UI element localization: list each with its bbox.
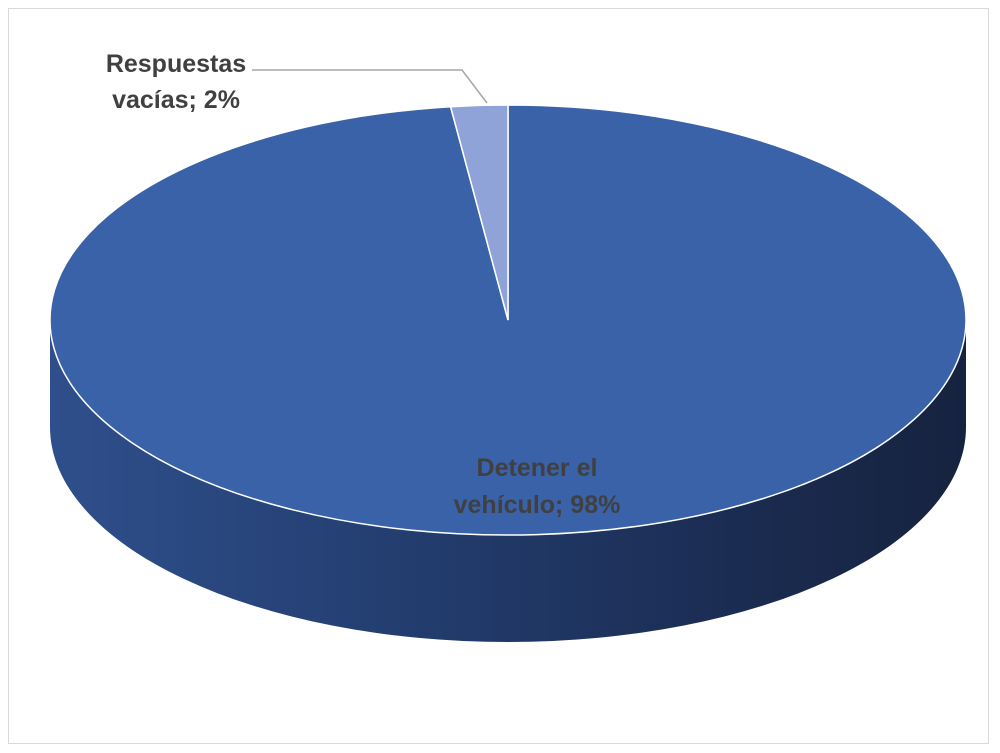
slice-label-respuestas-line1: Respuestas <box>106 50 246 78</box>
slice-label-respuestas-line2: vacías; 2% <box>112 86 240 114</box>
slice-label-detener-line1: Detener el <box>477 454 598 482</box>
pie-slice-respuestas-vacias <box>449 104 509 321</box>
slice-label-detener-line2: vehículo; 98% <box>454 491 621 519</box>
leader-line <box>252 69 488 104</box>
pie-side-wall <box>50 320 966 642</box>
